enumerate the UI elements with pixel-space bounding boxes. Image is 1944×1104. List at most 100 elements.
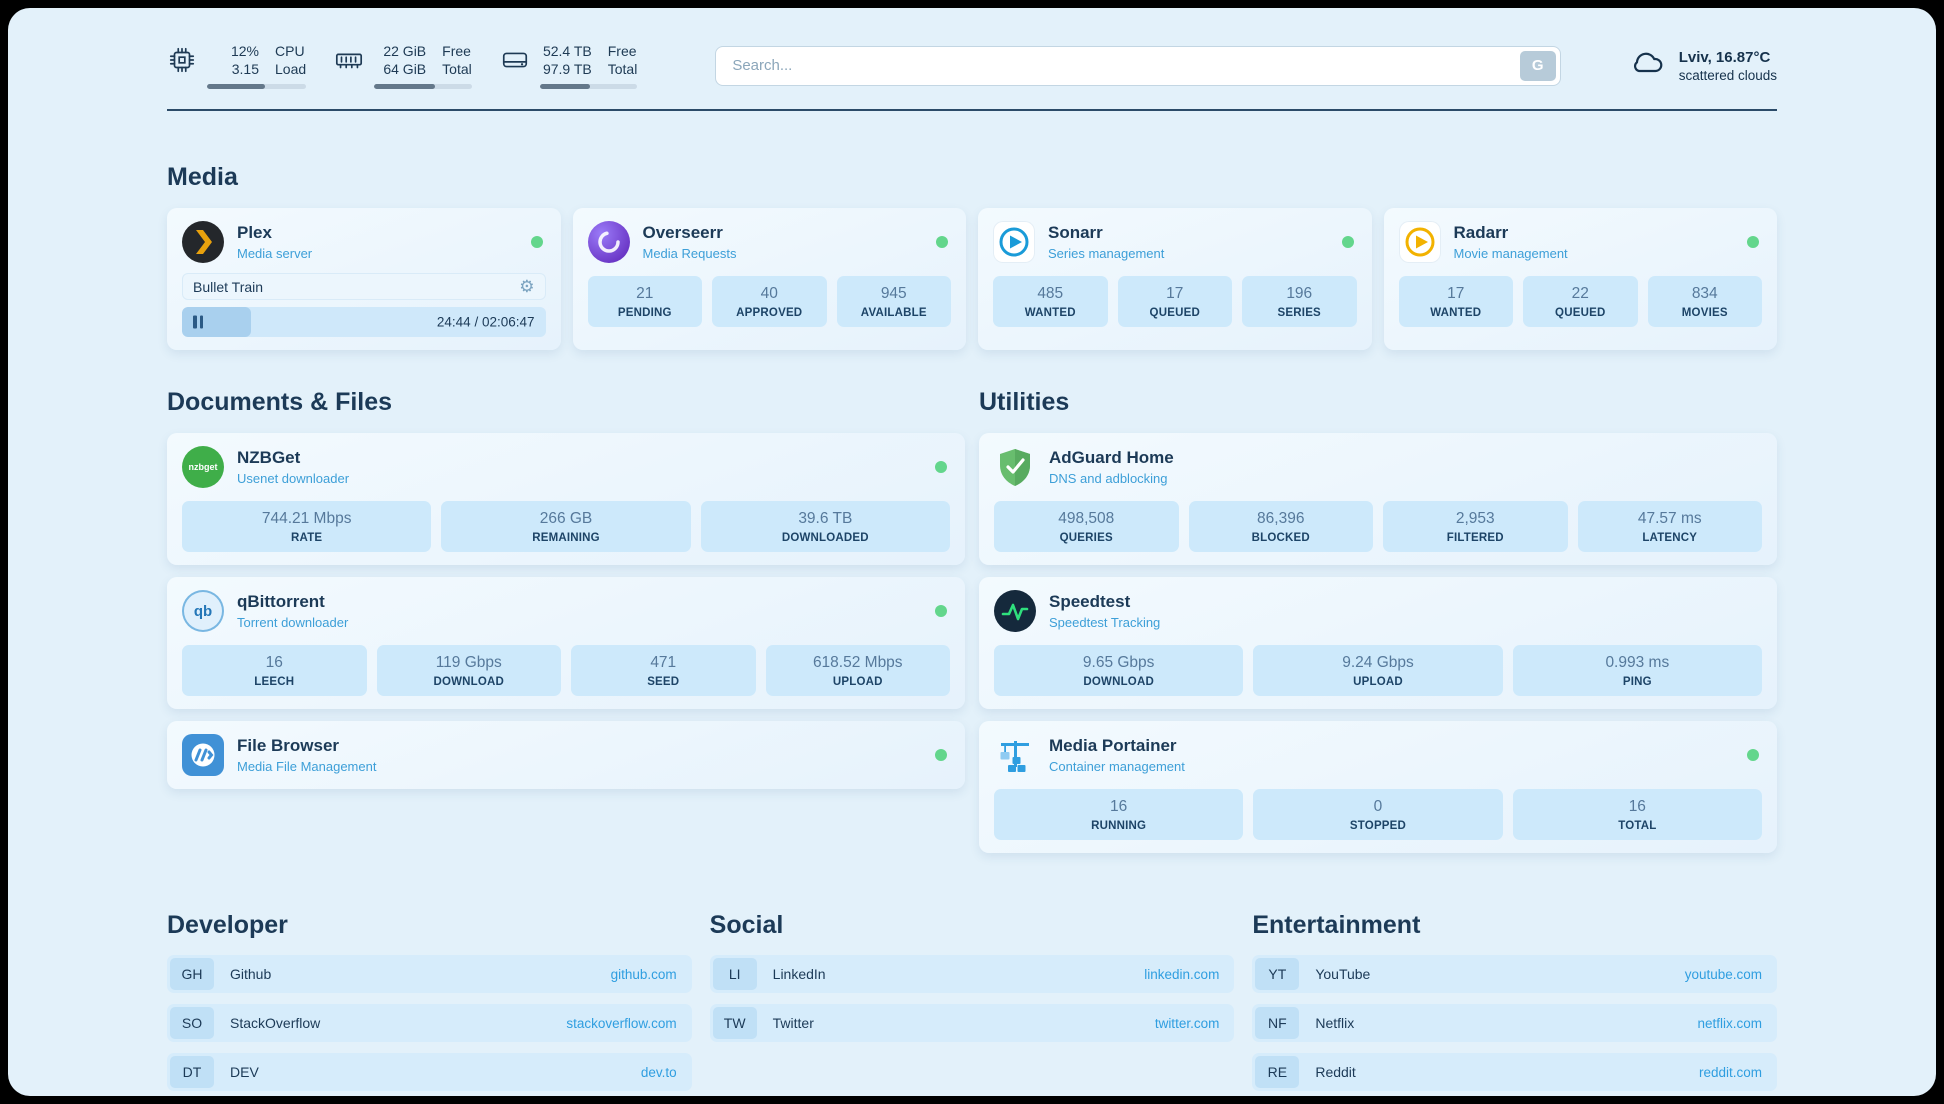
playback-time: 24:44 / 02:06:47 [436,314,535,330]
playback-progress-bar[interactable]: 24:44 / 02:06:47 [182,307,546,337]
reddit-icon: RE [1255,1056,1300,1088]
plex-icon [182,221,224,263]
stat-pending: 21 PENDING [587,276,702,327]
stat-stopped: 0 STOPPED [1253,789,1503,840]
app-title: Overseerr [642,223,723,242]
stat-total: 16 TOTAL [1512,789,1762,840]
stat-upload: 618.52 Mbps UPLOAD [765,645,950,696]
status-dot [1747,749,1759,761]
bookmark-linkedin[interactable]: LI LinkedIn linkedin.com [709,955,1235,993]
app-card-portainer[interactable]: Media Portainer Container management 16 R… [979,721,1777,853]
stat-queued: 17 QUEUED [1117,276,1232,327]
sonarr-icon [993,221,1035,263]
ram-total-label: Total [442,61,472,77]
app-subtitle: Movie management [1453,246,1568,261]
ram-metric: 22 GiB 64 GiB Free Total [334,42,472,89]
app-card-radarr[interactable]: Radarr Movie management 17 WANTED 22 QUEUE… [1383,208,1777,350]
status-dot [1341,236,1354,248]
app-card-overseerr[interactable]: Overseerr Media Requests 21 PENDING 40 APP… [572,208,966,350]
cloud-icon [1627,43,1667,88]
app-card-qbittorrent[interactable]: qb qBittorrent Torrent downloader 16 LEEC… [167,577,965,709]
stat-queued: 22 QUEUED [1523,276,1638,327]
stat-download: 9.65 Gbps DOWNLOAD [994,645,1244,696]
app-subtitle: Speedtest Tracking [1049,615,1161,630]
dev-icon: DT [170,1056,214,1088]
portainer-icon [994,734,1036,776]
app-card-speedtest[interactable]: Speedtest Speedtest Tracking 9.65 Gbps DO… [979,577,1777,709]
bookmark-reddit[interactable]: RE Reddit reddit.com [1252,1053,1777,1091]
bookmark-group-social: Social LI LinkedIn linkedin.com TW Twitt… [709,911,1235,1091]
stat-approved: 40 APPROVED [712,276,827,327]
app-title: Radarr [1453,223,1509,242]
linkedin-icon: LI [712,958,757,990]
stat-filtered: 2,953 FILTERED [1383,501,1568,552]
now-playing-title: Bullet Train [193,278,264,295]
stat-upload: 9.24 Gbps UPLOAD [1253,645,1503,696]
nzbget-icon: nzbget [182,446,224,488]
qbittorrent-icon: qb [182,590,224,632]
twitter-icon: TW [712,1007,757,1039]
stat-downloaded: 39.6 TB DOWNLOADED [700,501,950,552]
ram-icon [334,42,364,75]
disk-free: 52.4 TB [542,43,592,59]
stat-movies: 834 MOVIES [1647,276,1762,327]
utilities-column: Utilities [979,388,1777,853]
pause-icon[interactable] [193,315,203,329]
stat-series: 196 SERIES [1242,276,1357,327]
app-title: Sonarr [1048,223,1103,242]
stackoverflow-icon: SO [170,1007,214,1039]
app-title: Speedtest [1049,592,1131,611]
app-title: Plex [237,223,272,242]
adguard-icon [994,446,1036,488]
gear-icon[interactable]: ⚙ [519,277,535,296]
app-title: AdGuard Home [1049,448,1174,467]
cpu-metric: 12% 3.15 CPU Load [167,42,307,89]
app-card-filebrowser[interactable]: File Browser Media File Management [167,721,965,789]
bookmark-dev[interactable]: DT DEV dev.to [167,1053,692,1091]
cpu-load-avg: 3.15 [231,61,259,77]
stat-available: 945 AVAILABLE [836,276,951,327]
disk-total-label: Total [607,61,638,77]
app-subtitle: DNS and adblocking [1049,471,1168,486]
bookmark-stackoverflow[interactable]: SO StackOverflow stackoverflow.com [167,1004,692,1042]
cpu-percent: 12% [230,43,259,59]
stat-remaining: 266 GB REMAINING [441,501,691,552]
cpu-usage-bar [207,84,307,89]
weather-condition: scattered clouds [1678,67,1777,83]
app-card-sonarr[interactable]: Sonarr Series management 485 WANTED 17 QUE… [978,208,1372,350]
weather-widget: Lviv, 16.87°C scattered clouds [1627,43,1777,88]
search-bar: G [715,45,1561,86]
stat-wanted: 17 WANTED [1398,276,1513,327]
app-card-nzbget[interactable]: nzbget NZBGet Usenet downloader 744.21 M… [167,433,965,565]
stat-queries: 498,508 QUERIES [994,501,1179,552]
app-card-plex[interactable]: Plex Media server Bullet Train ⚙ [167,208,561,350]
bookmark-github[interactable]: GH Github github.com [167,955,692,993]
stat-running: 16 RUNNING [994,789,1244,840]
disk-total: 97.9 TB [542,61,592,77]
stat-latency: 47.57 ms LATENCY [1577,501,1762,552]
status-dot [935,461,947,473]
section-heading-media: Media [167,163,238,191]
section-heading-developer: Developer [167,911,288,939]
bookmark-netflix[interactable]: NF Netflix netflix.com [1252,1004,1777,1042]
topbar-divider [167,109,1777,111]
disk-icon [500,42,530,75]
stat-leech: 16 LEECH [182,645,367,696]
app-title: Media Portainer [1049,736,1177,755]
disk-free-label: Free [607,43,637,59]
search-engine-button[interactable]: G [1519,50,1556,81]
bookmark-youtube[interactable]: YT YouTube youtube.com [1252,955,1777,993]
search-input[interactable] [715,45,1561,86]
youtube-icon: YT [1255,958,1300,990]
status-dot [935,605,947,617]
app-subtitle: Torrent downloader [237,615,349,630]
app-card-adguard[interactable]: AdGuard Home DNS and adblocking 498,508 Q… [979,433,1777,565]
ram-free: 22 GiB [383,43,427,59]
stat-wanted: 485 WANTED [993,276,1108,327]
stat-ping: 0.993 ms PING [1512,645,1762,696]
bookmark-twitter[interactable]: TW Twitter twitter.com [709,1004,1235,1042]
cpu-load-label: Load [275,61,307,77]
stat-rate: 744.21 Mbps RATE [182,501,432,552]
section-heading-entertainment: Entertainment [1252,911,1421,939]
stat-blocked: 86,396 BLOCKED [1188,501,1373,552]
